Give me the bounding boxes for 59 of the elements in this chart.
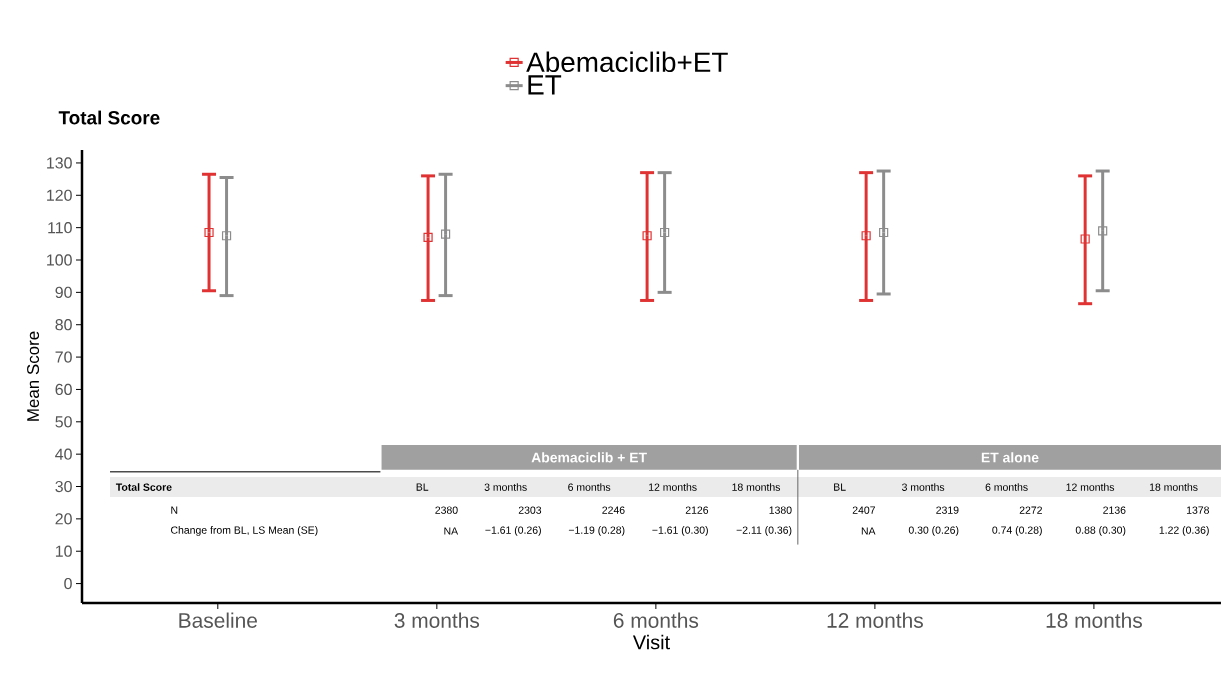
annotation: 12 months	[1066, 483, 1115, 491]
y-tick-label: 60	[55, 383, 72, 396]
annotation: −2.11 (0.36)	[736, 526, 792, 536]
y-tick-label: 110	[48, 222, 72, 234]
x-tick-label: 12 months	[827, 612, 923, 628]
y-tick-label: 10	[55, 545, 72, 557]
annotation: 2319	[936, 506, 959, 514]
y-tick-label: 40	[55, 448, 72, 460]
y-tick-label: 120	[47, 189, 72, 201]
y-tick-label: 20	[55, 513, 72, 525]
annotation: 0.30 (0.26)	[908, 526, 959, 536]
y-tick-label: 70	[55, 351, 72, 363]
annotation: 18 months	[1149, 483, 1198, 491]
annotation: 1380	[769, 506, 792, 514]
annotation: BL	[416, 483, 429, 491]
annotation: 18 months	[732, 483, 781, 491]
y-tick-label: 50	[55, 416, 72, 428]
annotation: 2272	[1019, 506, 1042, 514]
annotation: 2126	[685, 506, 709, 514]
annotation: 2407	[852, 506, 875, 514]
annotation: N	[171, 506, 178, 514]
annotation: BL	[834, 483, 846, 491]
annotation: 2380	[435, 506, 458, 514]
annotation: NA	[861, 527, 876, 535]
annotation: 2303	[518, 506, 542, 514]
y-tick-label: 30	[55, 480, 72, 493]
annotation: 6 months	[985, 483, 1028, 491]
annotation: −1.61 (0.30)	[652, 526, 708, 536]
annotation: 0.88 (0.30)	[1075, 526, 1126, 536]
annotation: 6 months	[568, 483, 611, 491]
annotation: 1.22 (0.36)	[1159, 526, 1209, 536]
annotation: Change from BL, LS Mean (SE)	[171, 526, 318, 536]
x-tick-label: 18 months	[1046, 612, 1142, 628]
y-tick-label: 90	[55, 286, 72, 299]
annotation: 12 months	[649, 483, 697, 491]
y-tick-label: 130	[47, 157, 72, 169]
annotation: Total Score	[115, 483, 172, 491]
annotation: NA	[444, 527, 459, 535]
annotation: −1.61 (0.26)	[485, 526, 541, 536]
annotation: 3 months	[484, 483, 527, 491]
annotation: 3 months	[901, 483, 945, 491]
annotation: 2136	[1103, 506, 1126, 514]
annotation: 1378	[1186, 506, 1209, 514]
annotation: 2246	[602, 506, 625, 514]
legend-label: Abemaciclib+ET	[526, 51, 728, 73]
y-tick-label: 100	[47, 254, 72, 266]
x-tick-label: 6 months	[613, 612, 699, 628]
x-tick-label: 3 months	[394, 612, 480, 628]
chart-title: Total Score	[58, 110, 160, 125]
y-tick-label: 80	[55, 319, 72, 331]
annotation: −1.19 (0.28)	[568, 526, 625, 536]
x-tick-label: Baseline	[179, 612, 257, 628]
annotation: 0.74 (0.28)	[992, 526, 1042, 536]
annotation: Abemaciclib + ET	[531, 452, 647, 463]
legend-label: ET	[528, 75, 562, 95]
y-axis-title: Mean Score	[27, 331, 40, 421]
annotation: ET alone	[981, 452, 1039, 463]
y-tick-label: 0	[64, 577, 72, 590]
x-axis-title: Visit	[632, 634, 670, 650]
